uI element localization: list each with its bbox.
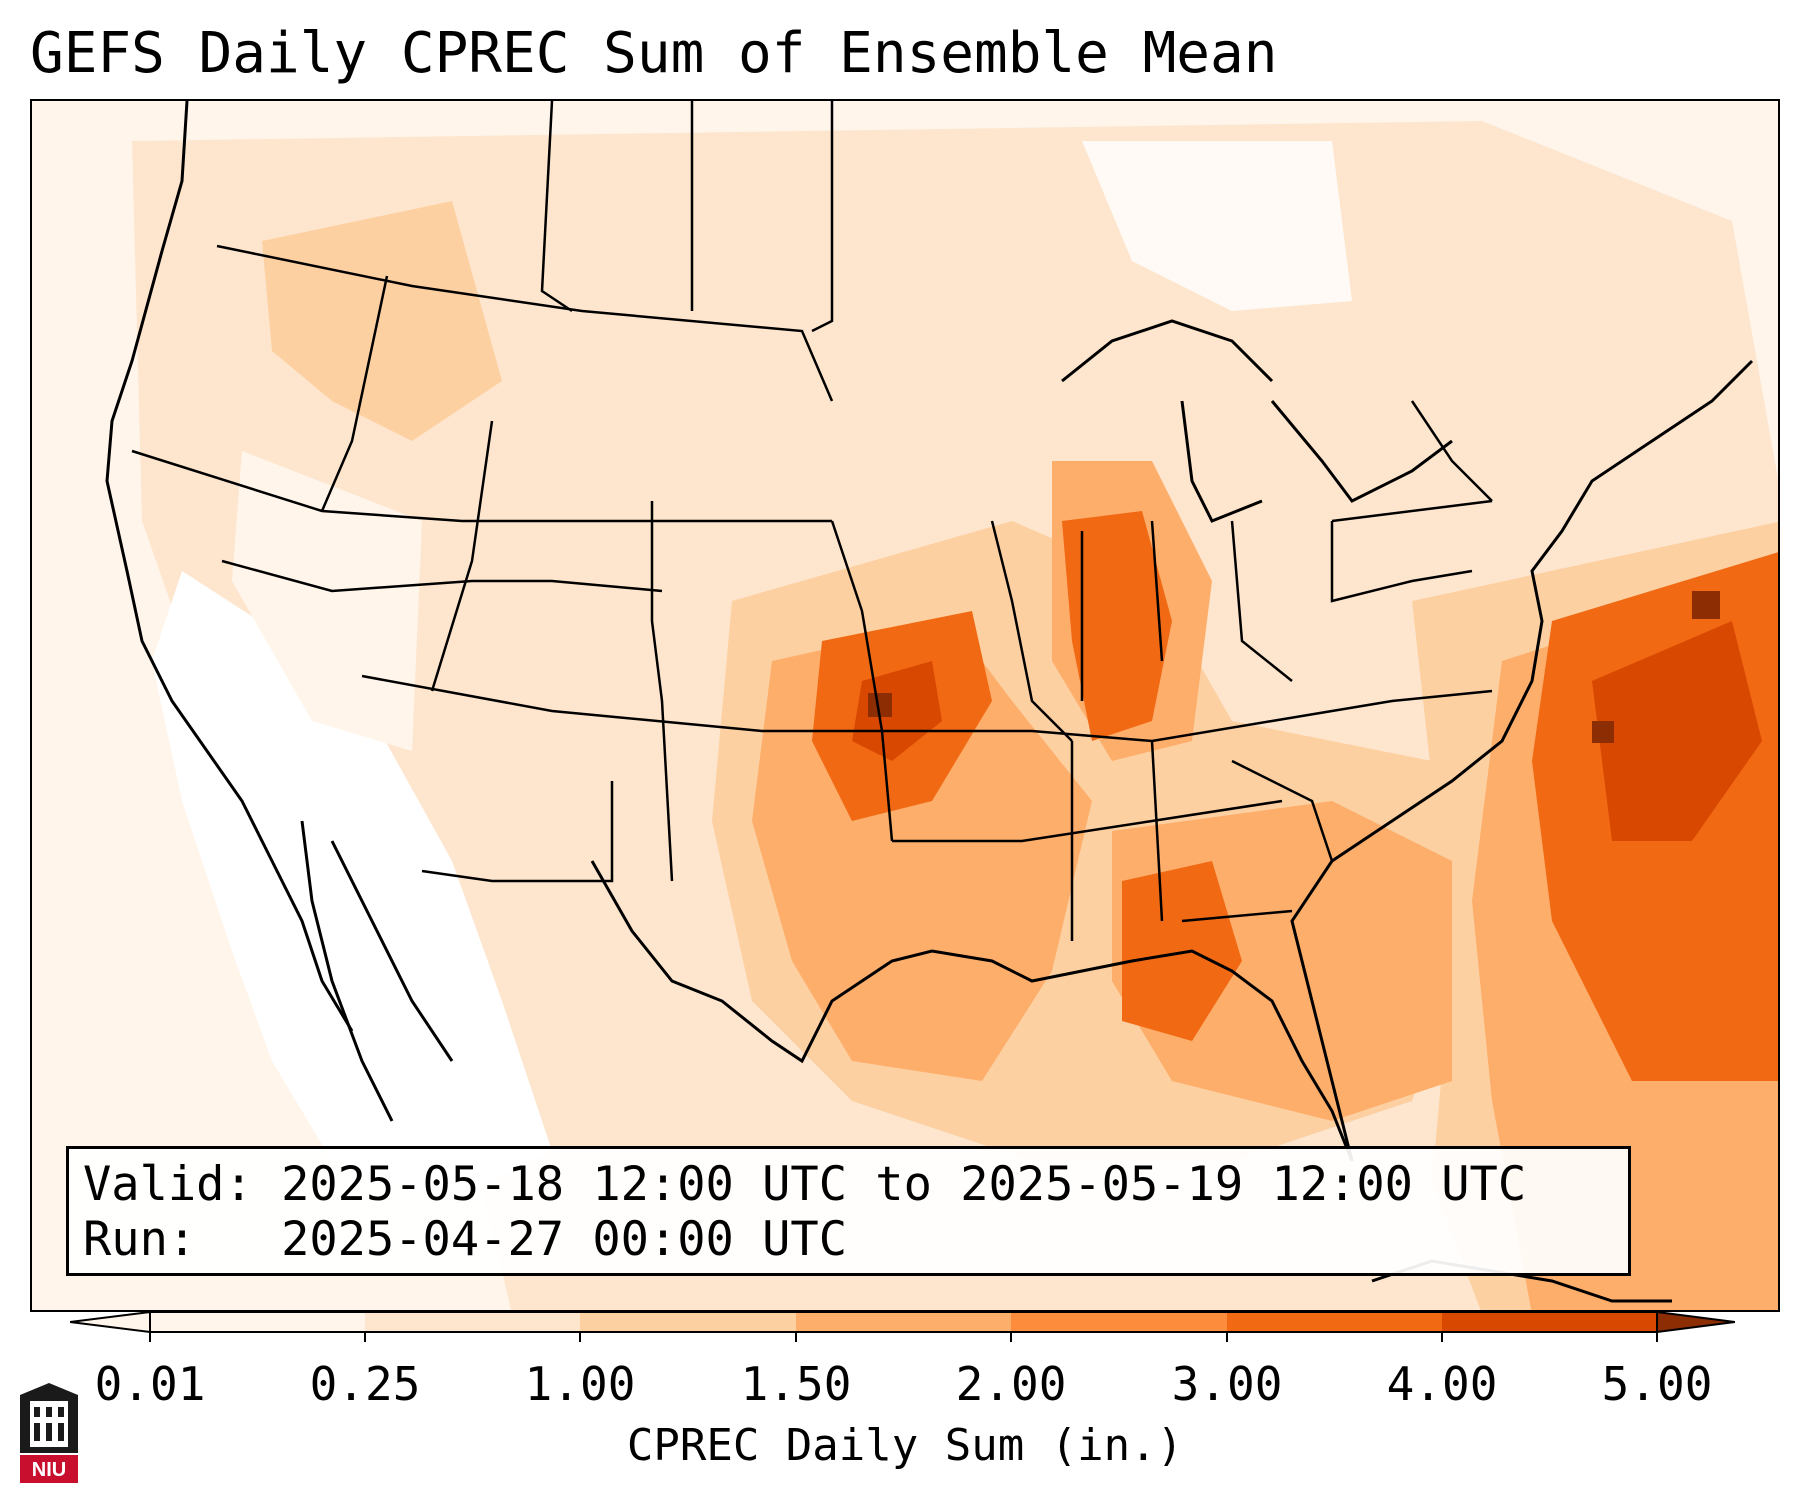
colorbar-tick-label: 3.00 xyxy=(1171,1357,1283,1411)
precip-core-atlantic-deep xyxy=(1592,621,1762,841)
colorbar-extend-max xyxy=(1656,1310,1735,1334)
run-value: 2025-04-27 00:00 UTC xyxy=(281,1212,848,1267)
colorbar-extend-min xyxy=(70,1310,151,1334)
run-label: Run: xyxy=(83,1212,197,1267)
valid-label: Valid: xyxy=(83,1157,253,1212)
colorbar xyxy=(70,1310,1735,1342)
precip-max-atlantic xyxy=(1692,591,1720,619)
university-building-icon: NIU xyxy=(20,1383,78,1483)
great-lakes-outline xyxy=(1061,319,1453,523)
map-title: GEFS Daily CPREC Sum of Ensemble Mean xyxy=(30,21,1278,86)
validity-box: Valid: 2025-05-18 12:00 UTC to 2025-05-1… xyxy=(66,1146,1631,1276)
dry-area-northeast xyxy=(1082,141,1352,311)
precip-field-mid-west xyxy=(262,201,502,441)
colorbar-outline xyxy=(149,1311,1658,1333)
map-canvas xyxy=(32,101,1778,1310)
valid-line: Valid: 2025-05-18 12:00 UTC to 2025-05-1… xyxy=(83,1157,1614,1212)
colorbar-segment-5 xyxy=(1227,1312,1442,1332)
colorbar-tick-label: 2.00 xyxy=(955,1357,1067,1411)
colorbar-segment-0 xyxy=(150,1312,365,1332)
colorbar-tick-label: 0.01 xyxy=(94,1357,206,1411)
dry-area-southwest xyxy=(152,571,552,1201)
colorbar-tick-label: 4.00 xyxy=(1386,1357,1498,1411)
west-coastline xyxy=(105,101,354,1032)
baja-coastline xyxy=(300,820,454,1122)
colorbar-ticks xyxy=(149,1332,1658,1342)
colorbar-label: CPREC Daily Sum (in.) xyxy=(626,1420,1184,1471)
valid-value: 2025-05-18 12:00 UTC to 2025-05-19 12:00… xyxy=(281,1157,1527,1212)
colorbar-segment-3 xyxy=(796,1312,1011,1332)
colorbar-tick-label: 1.50 xyxy=(740,1357,852,1411)
colorbar-tick-label: 1.00 xyxy=(524,1357,636,1411)
colorbar-tick-label: 0.25 xyxy=(309,1357,421,1411)
precip-core-illinois xyxy=(1062,511,1172,741)
state-borders xyxy=(131,101,1493,941)
colorbar-segment-1 xyxy=(365,1312,580,1332)
colorbar-segment-6 xyxy=(1442,1312,1657,1332)
precip-map xyxy=(30,99,1780,1312)
colorbar-segment-2 xyxy=(580,1312,796,1332)
run-line: Run: 2025-04-27 00:00 UTC xyxy=(83,1212,1614,1267)
colorbar-tick-label: 5.00 xyxy=(1601,1357,1713,1411)
east-coastline xyxy=(1290,359,1754,1162)
dry-area-nevada xyxy=(232,451,422,751)
precip-core-mississippi xyxy=(1122,861,1242,1041)
colorbar-segment-4 xyxy=(1011,1312,1227,1332)
precip-max-carolinas xyxy=(1592,721,1614,743)
logo-text: NIU xyxy=(32,1459,66,1481)
gulf-coastline xyxy=(590,860,1354,1162)
